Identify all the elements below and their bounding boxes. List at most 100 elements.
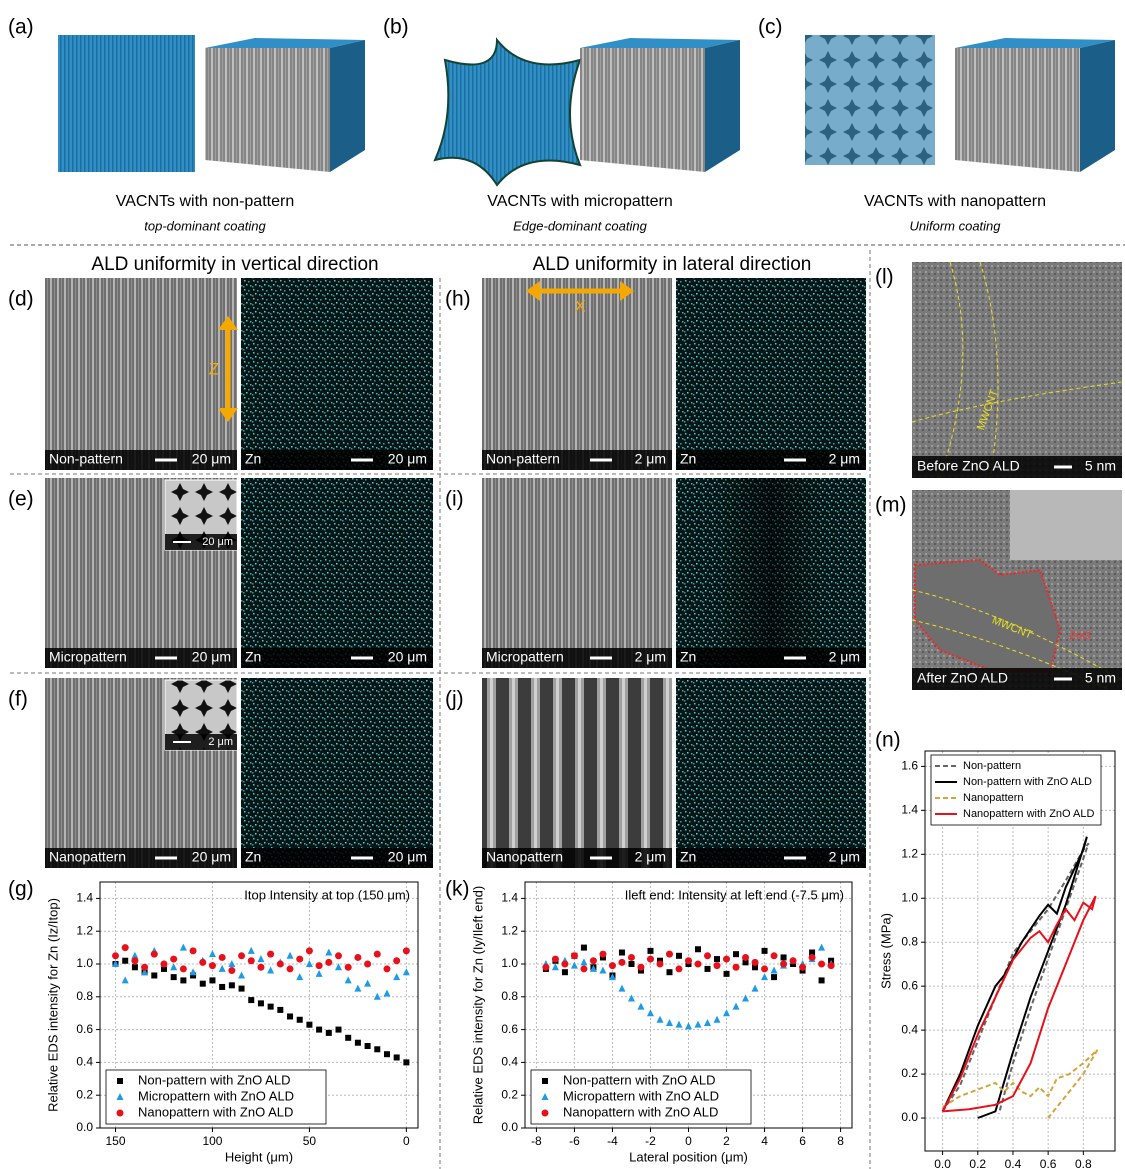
eds-map	[241, 678, 433, 868]
marker	[297, 1017, 303, 1023]
marker	[248, 997, 254, 1003]
cnt-top-view	[435, 40, 580, 185]
image-label: Non-pattern	[49, 451, 123, 467]
scale-label: 2 μm	[635, 849, 666, 865]
y-tick-label: 0.2	[76, 1087, 93, 1101]
marker	[122, 944, 129, 951]
x-tick-label: -2	[645, 1134, 656, 1148]
marker	[277, 961, 284, 968]
legend-marker	[117, 1110, 124, 1117]
marker	[131, 957, 138, 964]
marker	[628, 994, 635, 1001]
y-tick-label: 1.2	[76, 923, 93, 937]
x-tick-label: 0	[403, 1134, 410, 1148]
tem-image	[912, 262, 1122, 478]
scale-label: 20 μm	[388, 451, 427, 467]
marker	[647, 956, 654, 963]
marker	[257, 955, 264, 962]
marker	[268, 1004, 274, 1010]
x-tick-label: 50	[303, 1134, 317, 1148]
legend-label: Micropattern with ZnO ALD	[563, 1088, 719, 1103]
x-tick-label: 150	[105, 1134, 125, 1148]
marker	[239, 986, 245, 992]
x-axis-label: Height (μm)	[225, 1149, 293, 1164]
marker	[354, 985, 361, 992]
y-tick-label: 0.8	[901, 934, 918, 948]
marker	[628, 961, 634, 967]
marker	[656, 1016, 663, 1023]
cnt-side-face	[205, 48, 330, 172]
marker	[581, 945, 587, 951]
scale-label: 2 μm	[829, 649, 860, 665]
y-tick-label: 0.4	[76, 1055, 93, 1069]
image-label: Micropattern	[49, 649, 127, 665]
marker	[666, 1019, 673, 1026]
arrow-label: X	[574, 296, 585, 315]
marker	[619, 950, 625, 956]
marker	[248, 947, 255, 954]
eds-depletion	[716, 478, 826, 668]
panel-label: (c)	[758, 16, 783, 39]
y-tick-label: 0.8	[76, 989, 93, 1003]
cnt-top-view	[58, 35, 195, 172]
x-axis-label: Lateral position (μm)	[629, 1149, 748, 1164]
marker	[190, 968, 197, 975]
marker	[790, 957, 797, 964]
marker	[306, 960, 313, 967]
cnt-side-face	[955, 48, 1080, 172]
panel-label: (n)	[875, 729, 901, 752]
y-axis-label: Relative EDS intensity for Zn (Iy/Ileft …	[470, 886, 485, 1124]
legend-marker	[542, 1078, 548, 1084]
marker	[122, 958, 128, 964]
image-label: Zn	[245, 849, 261, 865]
scale-label: 20 μm	[192, 451, 231, 467]
cnt-top-tint	[805, 35, 935, 165]
marker	[675, 1021, 682, 1028]
inset-scale-label: 2 μm	[208, 736, 233, 748]
x-tick-label: 6	[799, 1134, 806, 1148]
marker	[733, 964, 740, 971]
panel-label: (m)	[875, 494, 906, 517]
image-label: Zn	[245, 451, 261, 467]
scale-label: 20 μm	[192, 849, 231, 865]
x-tick-label: 100	[202, 1134, 222, 1148]
marker	[752, 985, 759, 992]
panel-label: (k)	[445, 878, 470, 901]
image-label: Before ZnO ALD	[917, 458, 1020, 474]
marker	[714, 956, 720, 962]
y-tick-label: 0.2	[501, 1087, 518, 1101]
marker	[306, 947, 313, 954]
section-header: ALD uniformity in lateral direction	[533, 254, 812, 275]
marker	[267, 951, 274, 958]
legend-label: Non-pattern with ZnO ALD	[563, 1072, 715, 1087]
y-tick-label: 0.6	[901, 978, 918, 992]
marker	[705, 966, 711, 972]
y-tick-label: 0.6	[501, 1022, 518, 1036]
image-label: Micropattern	[486, 649, 564, 665]
legend-marker	[117, 1078, 123, 1084]
marker	[209, 977, 215, 983]
marker	[403, 968, 410, 975]
marker	[151, 972, 157, 978]
y-tick-label: 1.0	[76, 956, 93, 970]
marker	[393, 957, 400, 964]
subcaption: Uniform coating	[909, 218, 1001, 233]
y-tick-label: 0.4	[501, 1055, 518, 1069]
marker	[666, 969, 672, 975]
marker	[229, 982, 235, 988]
eds-map	[676, 278, 866, 470]
y-tick-label: 1.0	[901, 890, 918, 904]
marker	[628, 954, 635, 961]
marker	[345, 1035, 351, 1041]
marker	[561, 961, 568, 968]
x-tick-label: -4	[607, 1134, 618, 1148]
marker	[384, 1051, 390, 1057]
marker	[666, 951, 673, 958]
marker	[761, 973, 768, 980]
panel-label: (a)	[8, 16, 34, 39]
marker	[780, 961, 787, 968]
x-tick-label: 4	[761, 1134, 768, 1148]
marker	[325, 949, 332, 956]
marker	[676, 953, 682, 959]
x-tick-label: 0.4	[1005, 1157, 1022, 1169]
